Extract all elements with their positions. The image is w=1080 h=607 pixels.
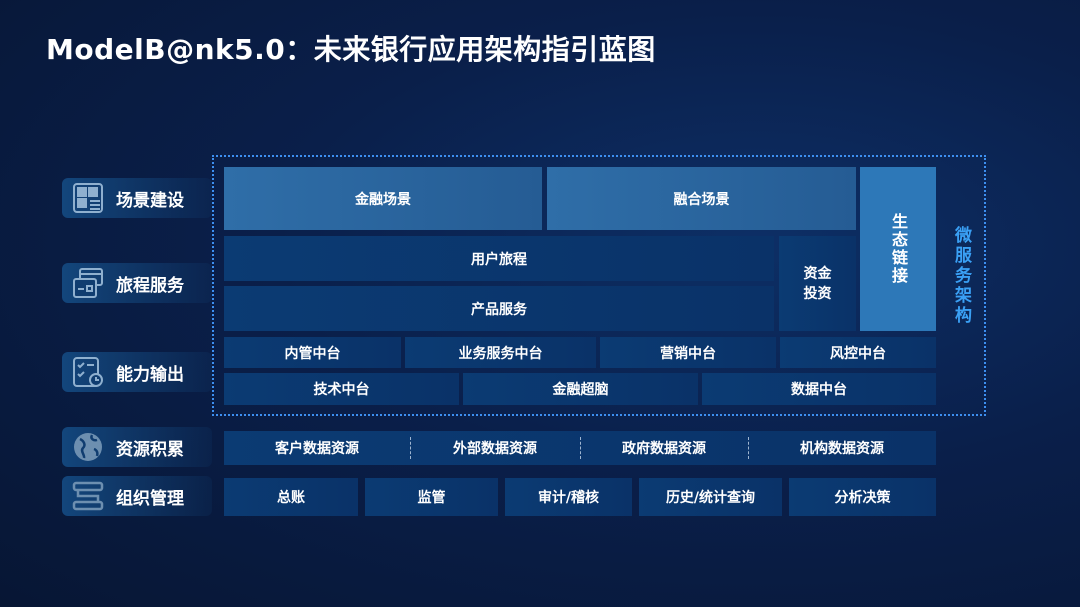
layer-label-capability: 能力输出	[62, 352, 212, 392]
block-fund-invest: 资金投资	[779, 236, 856, 331]
org-item: 历史/统计查询	[639, 478, 782, 516]
globe-icon	[74, 433, 102, 461]
cards-icon	[73, 268, 103, 298]
microservice-architecture-label: 微服务架构	[951, 226, 971, 326]
org-item: 分析决策	[789, 478, 936, 516]
block-product-service: 产品服务	[224, 286, 774, 331]
block-fusion-scene: 融合场景	[547, 167, 856, 230]
layer-label-text: 场景建设	[116, 190, 184, 211]
divider	[410, 437, 411, 459]
layer-label-text: 组织管理	[116, 488, 184, 509]
org-item: 监管	[365, 478, 498, 516]
layer-label-organization: 组织管理	[62, 476, 212, 516]
divider	[748, 437, 749, 459]
resource-item: 政府数据资源	[622, 441, 706, 457]
org-item: 总账	[224, 478, 358, 516]
block-ecosystem-link: 生态链接	[860, 167, 936, 331]
resource-item: 机构数据资源	[800, 441, 884, 457]
divider	[580, 437, 581, 459]
layer-label-scene: 场景建设	[62, 178, 212, 218]
resource-item: 外部数据资源	[453, 441, 537, 457]
block-platform: 数据中台	[702, 373, 936, 405]
block-platform: 技术中台	[224, 373, 459, 405]
layer-label-journey: 旅程服务	[62, 263, 212, 303]
page-title: ModelB@nk5.0：未来银行应用架构指引蓝图	[46, 33, 656, 66]
block-financial-scene: 金融场景	[224, 167, 542, 230]
block-platform: 风控中台	[780, 337, 936, 368]
block-platform: 营销中台	[600, 337, 776, 368]
block-platform: 金融超脑	[463, 373, 698, 405]
org-flow-icon	[72, 481, 104, 511]
layer-label-text: 能力输出	[116, 364, 184, 385]
dashboard-icon	[73, 183, 103, 213]
block-platform: 内管中台	[224, 337, 401, 368]
layer-label-text: 旅程服务	[116, 275, 184, 296]
application-layer-frame	[212, 155, 986, 416]
layer-label-text: 资源积累	[116, 439, 184, 460]
block-platform: 业务服务中台	[405, 337, 596, 368]
org-item: 审计/稽核	[505, 478, 632, 516]
checklist-clock-icon	[73, 357, 103, 387]
resource-item: 客户数据资源	[275, 441, 359, 457]
layer-label-resource: 资源积累	[62, 427, 212, 467]
block-user-journey: 用户旅程	[224, 236, 774, 281]
